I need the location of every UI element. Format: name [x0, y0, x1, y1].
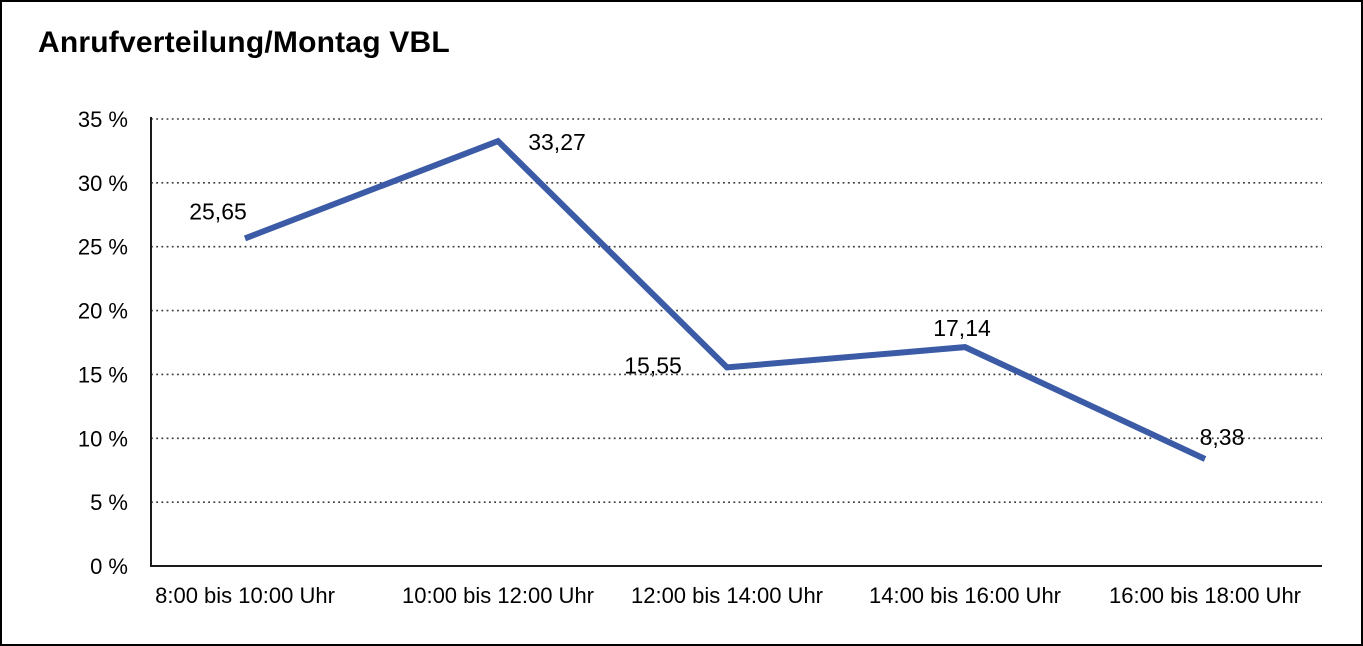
data-label: 25,65	[189, 198, 247, 224]
x-tick-label: 16:00 bis 18:00 Uhr	[1109, 583, 1301, 608]
x-tick-label: 12:00 bis 14:00 Uhr	[631, 583, 823, 608]
y-tick-label: 20 %	[78, 299, 128, 324]
y-tick-label: 35 %	[78, 107, 128, 132]
y-tick-label: 10 %	[78, 426, 128, 451]
y-tick-label: 25 %	[78, 235, 128, 260]
chart-title: Anrufverteilung/Montag VBL	[38, 26, 450, 59]
x-tick-label: 10:00 bis 12:00 Uhr	[402, 583, 594, 608]
data-label: 17,14	[933, 315, 991, 341]
y-tick-label: 15 %	[78, 362, 128, 387]
y-tick-label: 30 %	[78, 171, 128, 196]
x-tick-label: 8:00 bis 10:00 Uhr	[155, 583, 335, 608]
x-tick-label: 14:00 bis 16:00 Uhr	[869, 583, 1061, 608]
y-tick-label: 0 %	[90, 554, 128, 579]
data-label: 15,55	[624, 352, 682, 378]
y-tick-label: 5 %	[90, 490, 128, 515]
data-label: 33,27	[528, 129, 586, 155]
data-line	[243, 137, 1207, 462]
data-label: 8,38	[1200, 424, 1245, 450]
